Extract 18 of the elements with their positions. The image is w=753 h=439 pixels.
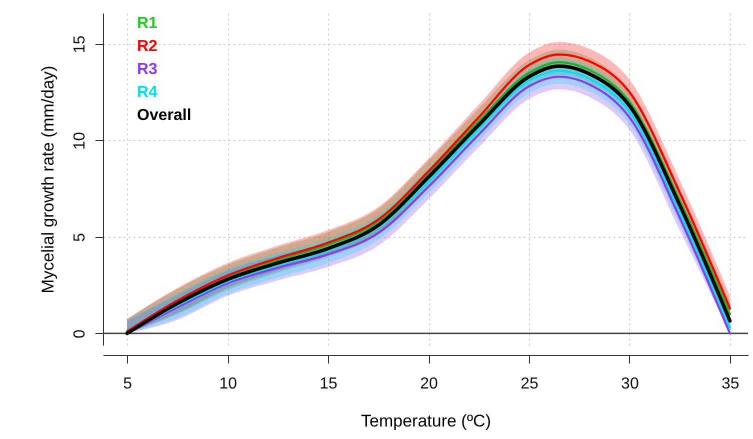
text: R4 [137,84,158,101]
text: R2 [137,38,158,55]
y-tick-label: 15 [72,35,88,54]
x-tick-label: 20 [420,376,438,392]
x-tick-label: 25 [520,376,538,392]
x-tick-label: 5 [123,376,132,392]
y-tick-label: 10 [72,132,88,150]
text: Overall [137,107,192,124]
x-tick-label: 15 [320,376,338,392]
y-tick-label: 0 [72,329,88,338]
x-axis-title: Temperature (ºC) [361,412,491,430]
x-tick-label: 35 [722,376,740,392]
text: R1 [137,15,158,32]
text: R3 [137,61,158,78]
y-tick-label: 5 [72,232,88,242]
x-tick-label: 30 [621,376,639,392]
y-axis-title: Mycelial growth rate (mm/day) [38,66,58,294]
x-tick-label: 10 [219,376,238,392]
